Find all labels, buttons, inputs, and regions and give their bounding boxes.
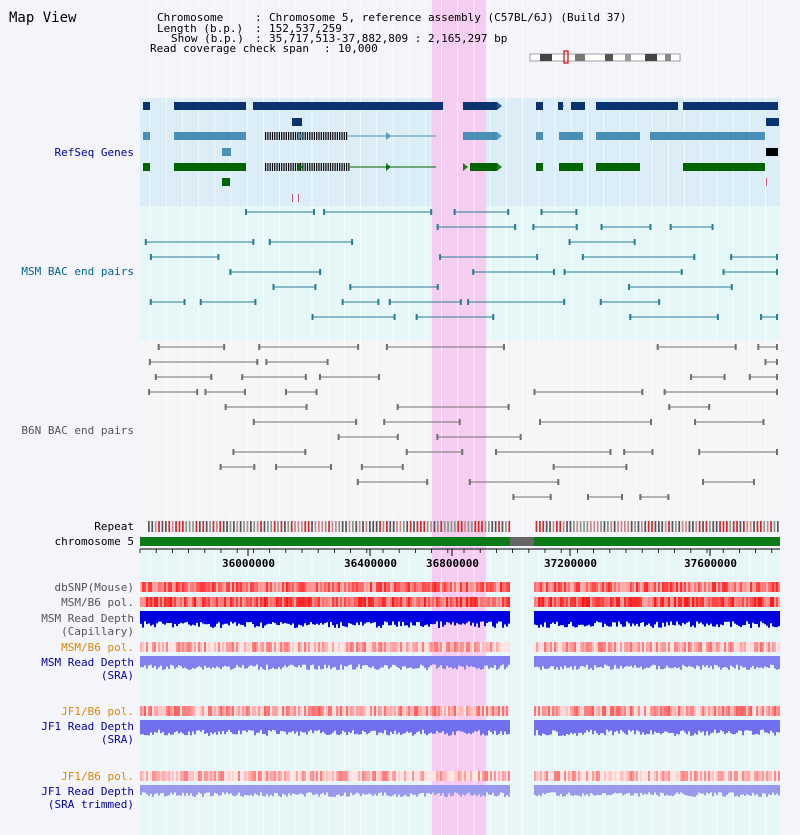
show-key: Show (b.p.) bbox=[171, 32, 244, 45]
track-label-jf1-pol-1[interactable]: JF1/B6 pol. bbox=[61, 705, 134, 718]
track-label-jf1-depth-sra-2[interactable]: (SRA) bbox=[100, 733, 134, 746]
track-label-dbsnp[interactable]: dbSNP(Mouse) bbox=[54, 581, 134, 594]
repeat-track[interactable] bbox=[148, 521, 779, 532]
track-label-msm-pol-1[interactable]: MSM/B6 pol. bbox=[61, 596, 134, 609]
show-value: 35,717,513-37,882,809 : 2,165,297 bp bbox=[269, 32, 508, 45]
position-axis bbox=[139, 548, 780, 556]
axis-tick-label: 36400000 bbox=[344, 557, 397, 570]
ideogram-position-marker bbox=[563, 50, 569, 64]
axis-tick-label: 36800000 bbox=[426, 557, 479, 570]
grid-lines bbox=[149, 0, 766, 835]
track-label-jf1-depth-sra-1[interactable]: JF1 Read Depth bbox=[41, 720, 134, 733]
track-label-msm-depth-cap-1[interactable]: MSM Read Depth bbox=[41, 612, 134, 625]
coverage-tracks[interactable] bbox=[140, 582, 780, 797]
track-label-repeat[interactable]: Repeat bbox=[94, 520, 134, 533]
length-value: 152,537,259 bbox=[269, 22, 342, 35]
chromosome-key: Chromosome bbox=[157, 11, 224, 24]
chromosome-bar[interactable] bbox=[140, 537, 780, 546]
b6n-bac-track[interactable] bbox=[148, 344, 778, 500]
track-label-msm-bac[interactable]: MSM BAC end pairs bbox=[21, 265, 134, 278]
axis-tick-label: 36000000 bbox=[222, 557, 275, 570]
track-label-msm-pol-2[interactable]: MSM/B6 pol. bbox=[61, 641, 134, 654]
track-label-jf1-depth-trim-2[interactable]: (SRA trimmed) bbox=[47, 798, 134, 811]
track-label-msm-depth-sra-2[interactable]: (SRA) bbox=[100, 669, 134, 682]
page-title: Map View bbox=[9, 10, 77, 26]
track-label-jf1-depth-trim-1[interactable]: JF1 Read Depth bbox=[41, 785, 134, 798]
axis-tick-label: 37200000 bbox=[544, 557, 597, 570]
refseq-genes-track[interactable] bbox=[143, 102, 779, 202]
track-label-msm-depth-cap-2[interactable]: (Capillary) bbox=[61, 625, 134, 638]
axis-tick-label: 37600000 bbox=[684, 557, 737, 570]
track-label-chromosome[interactable]: chromosome 5 bbox=[54, 535, 134, 548]
chromosome-value: Chromosome 5, reference assembly (C57BL/… bbox=[269, 11, 627, 24]
length-key: Length (b.p.) bbox=[157, 22, 244, 35]
track-label-b6n-bac[interactable]: B6N BAC end pairs bbox=[21, 424, 134, 437]
track-label-msm-depth-sra-1[interactable]: MSM Read Depth bbox=[41, 656, 134, 669]
msm-bac-track[interactable] bbox=[144, 209, 778, 320]
chromosome-ideogram[interactable] bbox=[529, 50, 681, 64]
span-key: Read coverage check span bbox=[150, 42, 309, 55]
track-label-jf1-pol-2[interactable]: JF1/B6 pol. bbox=[61, 770, 134, 783]
span-value: 10,000 bbox=[338, 42, 378, 55]
track-label-refseq[interactable]: RefSeq Genes bbox=[54, 146, 134, 159]
